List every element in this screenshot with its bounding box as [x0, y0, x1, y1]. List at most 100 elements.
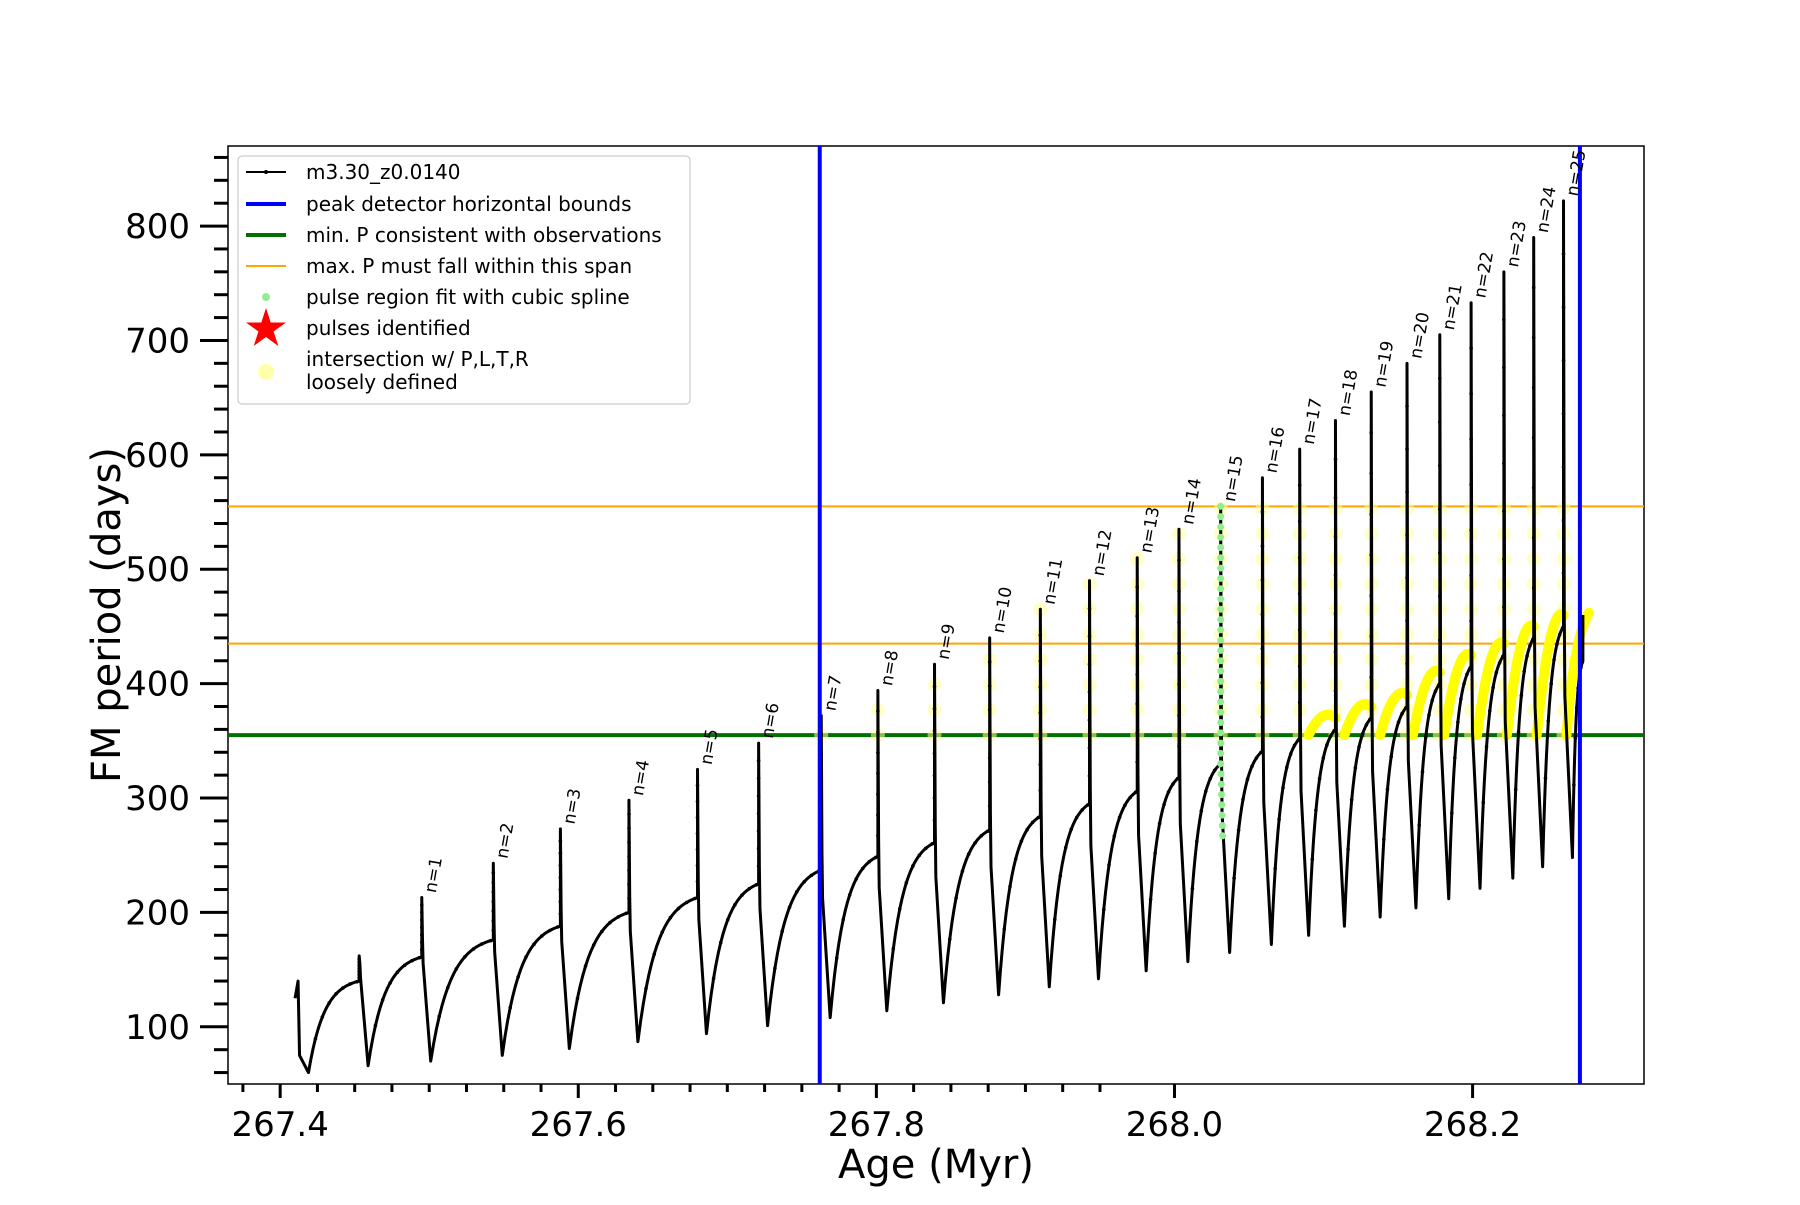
series-point: [987, 756, 992, 760]
spline-point: [1217, 626, 1225, 634]
series-point: [1364, 723, 1369, 727]
pulse-labels: n=1n=2n=3n=4n=5n=6n=7n=8n=9n=10n=11n=12 n…: [421, 148, 1591, 894]
series-point: [1369, 716, 1373, 720]
series-point: [684, 900, 689, 905]
x-tick-label: 267.6: [530, 1105, 627, 1145]
series-point: [695, 831, 700, 836]
series-point: [1438, 420, 1442, 424]
series-point: [491, 890, 496, 894]
series-point: [660, 930, 665, 934]
series-point: [1405, 533, 1409, 537]
series-point: [516, 975, 520, 979]
series-point: [718, 940, 723, 945]
spline-point: [1219, 832, 1227, 840]
series-point: [357, 966, 362, 971]
series-point: [627, 812, 631, 817]
spline-point: [1217, 646, 1225, 654]
series-point: [1481, 800, 1486, 805]
y-tick-label: 200: [125, 893, 190, 933]
series-point: [1250, 764, 1254, 769]
spline-point: [1217, 636, 1225, 644]
series-point: [1025, 827, 1029, 832]
series-point: [357, 976, 362, 980]
series-point: [1013, 857, 1018, 861]
series-point: [695, 863, 700, 868]
series-point: [1292, 743, 1297, 748]
series-point: [1177, 775, 1181, 780]
series-point: [1063, 845, 1068, 850]
series-point: [876, 833, 880, 838]
series-point: [847, 893, 852, 897]
series-point: [320, 1015, 325, 1019]
series-point: [756, 882, 761, 886]
series-point: [1058, 873, 1063, 878]
y-tick-label: 600: [125, 436, 190, 476]
legend-item-peak-bounds: peak detector horizontal bounds: [246, 192, 632, 216]
series-point: [1561, 624, 1566, 629]
series-point: [1491, 685, 1495, 690]
series-point: [1389, 755, 1393, 759]
series-point: [932, 707, 937, 711]
series-point: [1135, 731, 1139, 735]
legend-item-pulses: pulses identified: [246, 308, 471, 346]
series-point: [420, 932, 424, 937]
legend-item-intersection: intersection w/ P,L,T,R loosely defined: [258, 347, 529, 394]
series-point: [1199, 809, 1204, 813]
series-point: [1087, 718, 1092, 722]
series-point: [1430, 698, 1434, 703]
legend-label-series: m3.30_z0.0140: [306, 160, 461, 184]
series-point: [1148, 897, 1153, 902]
series-point: [756, 776, 761, 781]
series-point: [1321, 756, 1326, 760]
series-point: [876, 854, 880, 859]
series-point: [867, 860, 871, 864]
series-point: [1438, 594, 1442, 599]
series-point: [924, 846, 928, 851]
y-tick-label: 400: [125, 665, 190, 705]
series-point: [1502, 557, 1506, 561]
series-point: [558, 900, 563, 904]
series-point: [1561, 305, 1566, 310]
series-point: [695, 895, 700, 900]
series-point: [711, 976, 716, 981]
spline-point: [1217, 791, 1225, 799]
series-point: [787, 905, 792, 910]
series-point: [987, 684, 992, 688]
series-point: [1438, 376, 1442, 381]
series-point: [1236, 828, 1241, 833]
series-point: [1333, 727, 1338, 732]
spline-point: [1217, 739, 1225, 747]
series-point: [1080, 808, 1084, 812]
series-point: [558, 912, 563, 916]
series-point: [668, 915, 673, 920]
series-point: [1417, 823, 1421, 827]
series-point: [395, 970, 400, 974]
series-point: [1260, 749, 1265, 753]
series-point: [693, 896, 697, 901]
series-point: [357, 957, 362, 961]
series-point: [1260, 681, 1265, 685]
series-point: [1382, 837, 1386, 842]
series-point: [756, 846, 761, 851]
series-point: [695, 783, 700, 788]
series-point: [437, 1014, 442, 1019]
series-point: [1135, 701, 1139, 706]
series-point: [740, 893, 744, 897]
series-point: [548, 928, 552, 933]
series-point: [1469, 664, 1473, 669]
series-point: [1353, 765, 1358, 770]
series-point: [1502, 413, 1506, 418]
series-point: [1087, 774, 1092, 778]
spline-point: [1217, 616, 1225, 624]
series-point: [1038, 736, 1043, 741]
series-point: [1135, 760, 1139, 764]
series-point: [1450, 811, 1454, 815]
series-point: [357, 969, 362, 974]
series-line: [293, 199, 1585, 1075]
series-point: [1519, 693, 1524, 698]
series-point: [313, 1037, 318, 1041]
series-point: [627, 854, 631, 859]
series-point: [1074, 815, 1079, 820]
series-point: [891, 947, 896, 951]
spline-point: [1217, 502, 1225, 510]
